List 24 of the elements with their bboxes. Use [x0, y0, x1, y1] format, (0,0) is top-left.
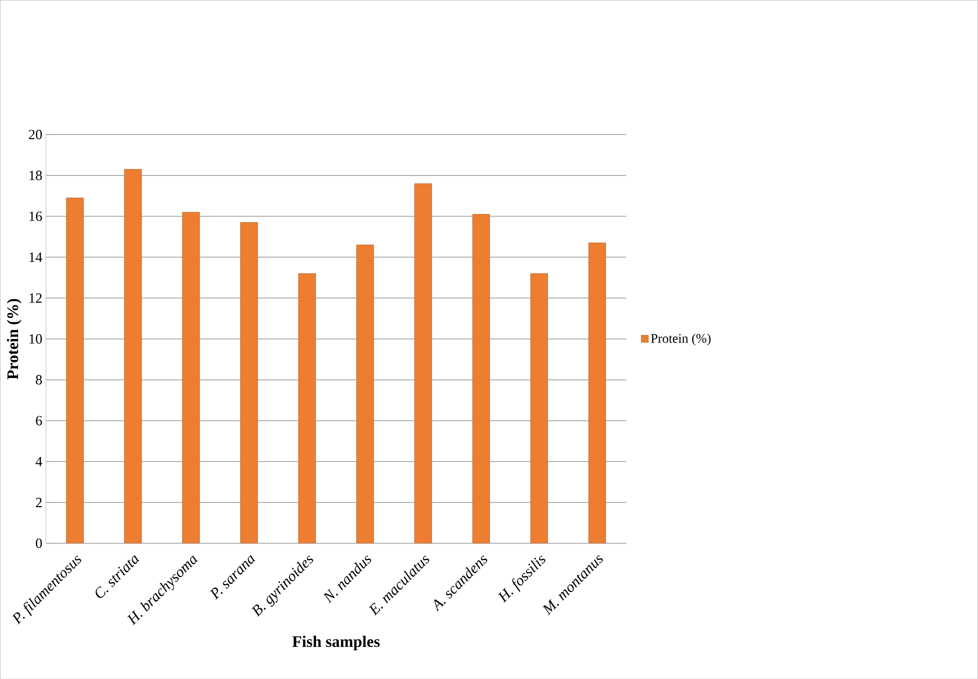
y-tick-label: 2: [36, 498, 42, 507]
bar: [414, 183, 432, 544]
bar: [356, 244, 374, 544]
y-axis-title: Protein (%): [6, 298, 22, 380]
y-tick-label: 20: [28, 130, 42, 140]
bar: [298, 273, 316, 544]
y-tick-label: 10: [30, 334, 42, 344]
y-tick-label: 16: [30, 211, 42, 221]
bar: [472, 214, 490, 544]
bar: [530, 273, 548, 544]
y-tick-label: 14: [30, 252, 42, 262]
bar: [124, 168, 142, 544]
x-axis-title: Fish samples: [292, 636, 380, 650]
bar: [182, 212, 200, 544]
y-tick-label: 6: [36, 416, 42, 426]
bar: [66, 198, 84, 544]
y-tick-label: 0: [36, 538, 42, 548]
bar: [240, 222, 258, 544]
y-tick-label: 18: [30, 170, 42, 180]
y-tick-label: 8: [36, 374, 42, 384]
legend-label: Protein (%): [650, 334, 711, 346]
y-tick-label: 12: [30, 293, 42, 303]
bar: [588, 242, 606, 544]
y-tick-label: 4: [36, 456, 42, 466]
